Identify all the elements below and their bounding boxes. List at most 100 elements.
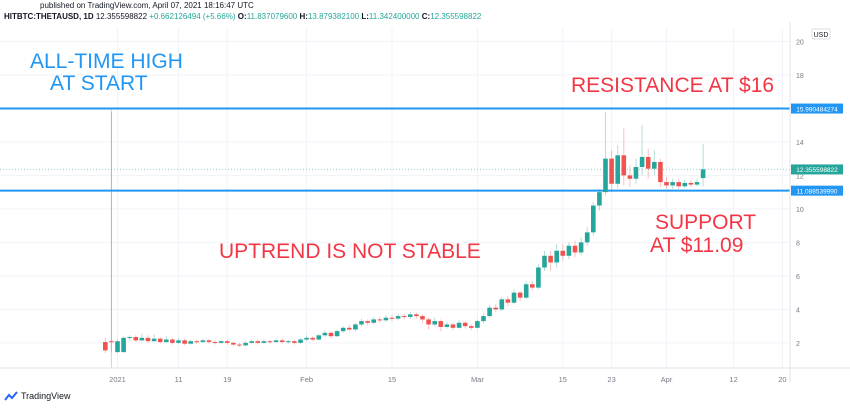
candle-body xyxy=(261,341,267,343)
candle-body xyxy=(597,192,602,206)
candle-up xyxy=(243,341,248,347)
candle-up xyxy=(359,318,364,327)
candle-body xyxy=(572,245,578,253)
candle-up xyxy=(566,242,572,260)
candle-down xyxy=(450,322,456,331)
candle-up xyxy=(115,339,120,353)
candle-up xyxy=(633,158,639,184)
candle-down xyxy=(548,250,553,271)
candle-up xyxy=(523,280,529,300)
price-tick-label: 14 xyxy=(796,140,804,147)
candle-body xyxy=(371,319,376,323)
candle-body xyxy=(517,292,523,298)
candle-down xyxy=(310,336,315,342)
candle-up xyxy=(408,311,413,319)
candle-body xyxy=(395,316,401,319)
candle-body xyxy=(499,299,505,310)
candle-down xyxy=(328,331,334,338)
candle-body xyxy=(249,341,254,343)
annotation-text: UPTREND IS NOT STABLE xyxy=(219,240,481,263)
candle-down xyxy=(664,177,669,189)
candle-down xyxy=(182,338,187,346)
candle-body xyxy=(639,156,645,168)
candle-down xyxy=(292,339,297,345)
candle-up xyxy=(603,111,608,196)
high-label: H: xyxy=(299,12,308,21)
candle-down xyxy=(231,341,236,347)
candle-up xyxy=(432,317,437,327)
candle-up xyxy=(554,244,559,268)
candle-up xyxy=(371,316,376,325)
candle-up xyxy=(273,338,279,343)
candle-down xyxy=(493,304,498,312)
candle-body xyxy=(225,341,230,343)
candle-up xyxy=(334,329,340,338)
close-value: 12.355598822 xyxy=(430,12,482,21)
candle-up xyxy=(536,264,541,290)
candle-up xyxy=(298,337,303,344)
footer-brand[interactable]: TradingView xyxy=(4,391,71,401)
candle-down xyxy=(109,108,114,353)
candle-body xyxy=(279,340,285,343)
candle-down xyxy=(347,324,352,332)
hline-price-tag-bg xyxy=(791,185,843,196)
candle-up xyxy=(353,322,358,332)
candle-down xyxy=(365,319,370,326)
annotation-text: AT $11.09 xyxy=(650,234,743,257)
time-tick-label: 2021 xyxy=(109,375,126,384)
candle-down xyxy=(688,180,694,188)
candle-down xyxy=(389,315,395,322)
candle-body xyxy=(542,255,547,268)
candle-up xyxy=(694,178,700,187)
candle-body xyxy=(206,340,212,343)
candle-body xyxy=(121,337,126,353)
hline-price-tag-bg xyxy=(791,103,843,114)
candle-body xyxy=(456,322,462,328)
candle-body xyxy=(603,158,608,193)
candle-down xyxy=(420,314,425,323)
candle-down xyxy=(279,338,285,344)
candle-body xyxy=(347,327,352,330)
candle-body xyxy=(292,341,297,343)
candle-body xyxy=(432,321,437,325)
candle-body xyxy=(633,167,639,179)
candle-body xyxy=(365,321,370,323)
candle-body xyxy=(511,292,517,303)
symbol-legend: HITBTC:THETAUSD, 1D 12.355598822 +0.6621… xyxy=(4,12,481,21)
price-tick-label: 8 xyxy=(796,240,800,247)
candle-body xyxy=(469,326,474,328)
candle-down xyxy=(377,316,383,323)
price-tick-label: 6 xyxy=(796,274,800,281)
candle-body xyxy=(676,182,681,187)
candle-body xyxy=(200,340,206,343)
candle-body xyxy=(316,335,322,340)
candle-body xyxy=(115,341,120,353)
annotation-text: ALL-TIME HIGH xyxy=(30,50,183,73)
hline-price-tag: 11.088539990 xyxy=(796,188,837,195)
candle-body xyxy=(462,322,468,327)
horizontal-lines xyxy=(0,107,790,192)
price-tick-label: 18 xyxy=(796,73,804,80)
candle-body xyxy=(103,342,108,351)
time-tick-label: 15 xyxy=(559,375,567,384)
price-axis: USD246810121416182015.99048427411.088539… xyxy=(789,22,843,382)
candle-down xyxy=(194,339,200,344)
candle-body xyxy=(530,284,535,288)
candle-body xyxy=(505,299,511,303)
candle-up xyxy=(286,339,291,344)
candle-body xyxy=(170,339,175,343)
candle-up xyxy=(578,237,584,256)
candle-body xyxy=(194,341,200,343)
open-value: 11.837079600 xyxy=(246,12,298,21)
candle-body xyxy=(658,161,663,183)
candle-down xyxy=(103,337,108,353)
candle-up xyxy=(249,339,254,344)
candle-down xyxy=(469,324,474,331)
candle-down xyxy=(133,335,139,343)
candle-body xyxy=(615,155,620,184)
candle-body xyxy=(682,182,688,187)
candle-down xyxy=(225,339,230,345)
price-change: +0.662126494 (+5.66%) xyxy=(149,12,236,21)
candle-body xyxy=(578,242,584,253)
